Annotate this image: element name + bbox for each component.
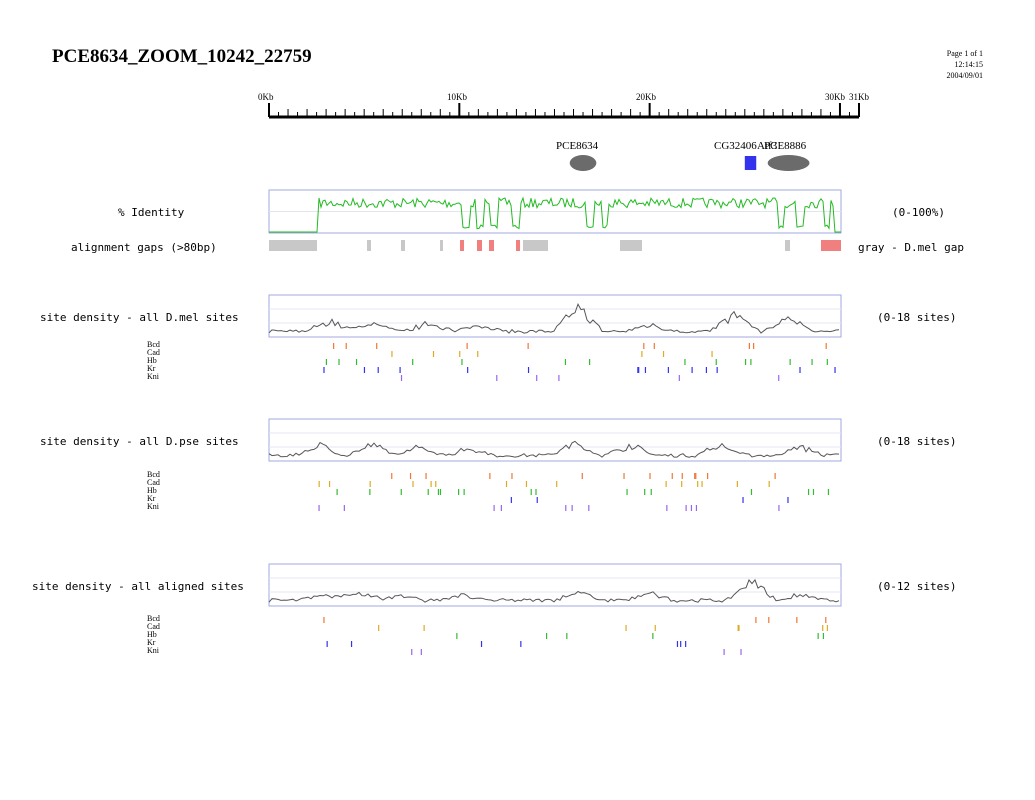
- gap-red: [489, 240, 494, 251]
- panel-range-aligned: (0-12 sites): [877, 580, 957, 593]
- gene-shape-pce8886: [767, 155, 810, 171]
- gap-gray: [440, 240, 443, 251]
- density-frame-dpse: [268, 418, 842, 462]
- gap-gray: [785, 240, 790, 251]
- gene-shape-pce8634: [569, 155, 597, 171]
- factor-label-dmel-kni: Kni: [147, 372, 159, 381]
- gene-label-pce8886: PCE8886: [764, 140, 807, 152]
- factor-label-dmel-hb: Hb: [147, 356, 157, 365]
- panel-range-dpse: (0-18 sites): [877, 435, 957, 448]
- ruler-label-30: 30Kb: [825, 92, 845, 102]
- factor-label-dmel-bcd: Bcd: [147, 340, 160, 349]
- density-line-aligned: [268, 578, 840, 603]
- gap-gray: [401, 240, 405, 251]
- gene-shape-cg32406: [744, 156, 757, 170]
- gaps-label: alignment gaps (>80bp): [71, 241, 217, 254]
- density-line-dpse: [268, 440, 840, 458]
- identity-label: % Identity: [118, 206, 185, 219]
- density-frame-dmel: [268, 294, 842, 338]
- identity-line: [269, 196, 841, 233]
- gap-red: [477, 240, 482, 251]
- gap-red: [821, 240, 841, 251]
- factor-label-aligned-kr: Kr: [147, 638, 156, 647]
- gap-red: [460, 240, 464, 251]
- density-line-dmel: [268, 302, 840, 334]
- gene-label-atf3: Atf3: [757, 140, 778, 152]
- gene-label-pce8634: PCE8634: [556, 140, 599, 152]
- page-title: PCE8634_ZOOM_10242_22759: [52, 46, 312, 67]
- factor-label-aligned-kni: Kni: [147, 646, 159, 655]
- factor-label-dpse-hb: Hb: [147, 486, 157, 495]
- gaps-legend: gray - D.mel gap: [858, 241, 964, 254]
- factor-label-dmel-cad: Cad: [147, 348, 160, 357]
- factor-label-aligned-hb: Hb: [147, 630, 157, 639]
- ruler-label-0: 0Kb: [258, 92, 274, 102]
- ruler-label-20: 20Kb: [636, 92, 656, 102]
- panel-label-dpse: site density - all D.pse sites: [40, 435, 239, 448]
- factor-label-dpse-cad: Cad: [147, 478, 160, 487]
- factor-label-aligned-bcd: Bcd: [147, 614, 160, 623]
- panel-label-dmel: site density - all D.mel sites: [40, 311, 239, 324]
- gap-gray: [523, 240, 548, 251]
- print-date: 2004/09/01: [946, 71, 983, 80]
- gap-gray: [269, 240, 317, 251]
- ruler-label-31: 31Kb: [849, 92, 869, 102]
- panel-range-dmel: (0-18 sites): [877, 311, 957, 324]
- print-time: 12:14:15: [954, 60, 983, 69]
- factor-label-dmel-kr: Kr: [147, 364, 156, 373]
- factor-label-dpse-kni: Kni: [147, 502, 159, 511]
- gap-gray: [620, 240, 642, 251]
- panel-label-aligned: site density - all aligned sites: [32, 580, 244, 593]
- ruler-label-10: 10Kb: [447, 92, 467, 102]
- page-number: Page 1 of 1: [946, 49, 983, 58]
- gene-label-cg32406: CG32406: [714, 140, 757, 152]
- gap-red: [516, 240, 520, 251]
- gap-gray: [367, 240, 371, 251]
- density-frame-aligned: [268, 563, 842, 607]
- identity-range-label: (0-100%): [892, 206, 945, 219]
- factor-label-dpse-bcd: Bcd: [147, 470, 160, 479]
- factor-label-aligned-cad: Cad: [147, 622, 160, 631]
- factor-label-dpse-kr: Kr: [147, 494, 156, 503]
